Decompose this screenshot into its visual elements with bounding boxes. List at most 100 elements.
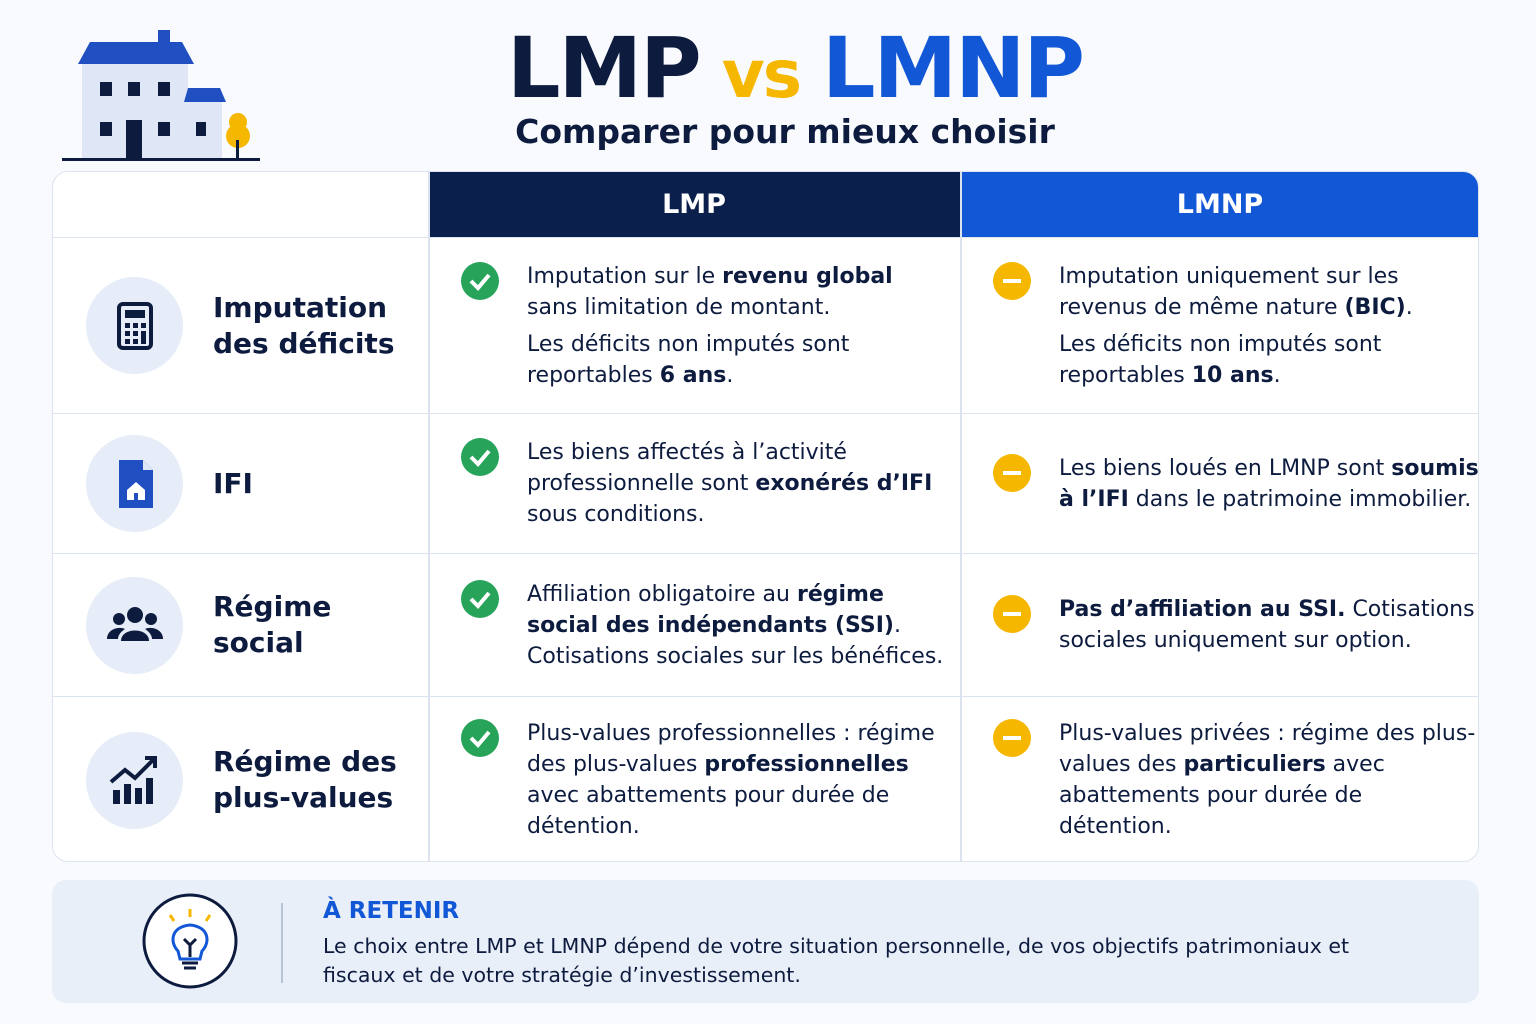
- row-label-line: social: [213, 626, 304, 659]
- row-label-line: Imputation: [213, 290, 388, 324]
- text-run: (BIC): [1344, 294, 1406, 320]
- row-label-line: plus-values: [213, 781, 394, 814]
- text-run: .: [1273, 362, 1281, 388]
- paragraph: Plus-values professionnelles : régime de…: [527, 718, 947, 842]
- text-run: Les biens loués en LMNP sont: [1059, 455, 1392, 481]
- text-run: avec abattements pour durée de détention…: [1059, 752, 1385, 839]
- text-run: Imputation uniquement sur les revenus de…: [1059, 263, 1399, 320]
- title-vs: vs: [721, 36, 802, 113]
- divider: [281, 903, 283, 983]
- text-run: exonérés d’IFI: [755, 471, 933, 496]
- paragraph: Pas d’affiliation au SSI. Cotisations so…: [1059, 594, 1478, 656]
- cell-content: Plus-values professionnelles : régime de…: [428, 718, 947, 842]
- row-icon: [86, 576, 183, 674]
- text-run: Cotisations sociales uniquement sur opti…: [1059, 597, 1475, 653]
- text-run: Les déficits non imputés sont reportable…: [1059, 331, 1382, 388]
- row-label: Imputation des déficits: [213, 290, 394, 362]
- table-cell: Imputation uniquement sur les revenus de…: [960, 238, 1478, 413]
- paragraph: Les déficits non imputés sont reportable…: [527, 329, 947, 391]
- text-run: professionnelles: [704, 752, 909, 777]
- column-header: LMNP: [960, 172, 1478, 237]
- text-run: sous conditions.: [527, 502, 705, 527]
- column-divider: [960, 172, 962, 861]
- status-icon: [460, 261, 500, 301]
- status-icon: [992, 718, 1032, 758]
- text-run: Plus-values privées : régime des plus-va…: [1059, 721, 1476, 777]
- row-icon: [86, 435, 183, 532]
- status-icon: [992, 453, 1032, 493]
- cell-content: Imputation uniquement sur les revenus de…: [960, 261, 1478, 391]
- row-label: Régime social: [213, 589, 331, 661]
- text-run: régime social des indépendants (SSI): [527, 581, 894, 638]
- cell-content: Plus-values privées : régime des plus-va…: [960, 718, 1478, 842]
- column-divider: [428, 172, 430, 861]
- cell-text: Les biens affectés à l’activité professi…: [527, 437, 947, 530]
- note-title: À RETENIR: [323, 898, 460, 924]
- status-icon: [460, 718, 500, 758]
- cell-content: Les biens affectés à l’activité professi…: [428, 437, 947, 530]
- row-header: IFI: [53, 414, 428, 553]
- text-run: 10 ans: [1191, 362, 1274, 388]
- paragraph: Plus-values privées : régime des plus-va…: [1059, 718, 1478, 842]
- bulb-icon: [142, 893, 238, 989]
- table-cell: Les biens affectés à l’activité professi…: [428, 414, 960, 553]
- paragraph: Les biens loués en LMNP sont soumis à l’…: [1059, 453, 1479, 515]
- table-row: Imputation des déficits Imputation sur le …: [53, 237, 1478, 413]
- cell-text: Pas d’affiliation au SSI. Cotisations so…: [1059, 594, 1478, 656]
- text-run: .: [1405, 294, 1413, 320]
- text-run: sans limitation de montant.: [527, 294, 831, 320]
- cell-content: Les biens loués en LMNP sont soumis à l’…: [960, 453, 1479, 515]
- table-cell: Les biens loués en LMNP sont soumis à l’…: [960, 414, 1479, 553]
- text-run: particuliers: [1183, 752, 1326, 777]
- text-run: Imputation sur le: [527, 263, 723, 289]
- paragraph: Imputation sur le revenu global sans lim…: [527, 261, 947, 323]
- row-label-line: Régime: [213, 590, 332, 623]
- row-header: Régime social: [53, 554, 428, 696]
- note-box: [52, 880, 1479, 1003]
- text-run: dans le patrimoine immobilier.: [1128, 486, 1472, 512]
- row-label-line: IFI: [213, 466, 253, 500]
- row-header: Régime des plus-values: [53, 697, 428, 861]
- text-run: soumis à l’IFI: [1059, 455, 1479, 512]
- table-row: Régime des plus-values Plus-values profess…: [53, 696, 1478, 861]
- cell-text: Plus-values professionnelles : régime de…: [527, 718, 947, 842]
- title: LMP vs LMNP: [0, 18, 1536, 125]
- cell-text: Plus-values privées : régime des plus-va…: [1059, 718, 1478, 842]
- status-icon: [460, 579, 500, 619]
- row-label-line: des déficits: [213, 326, 395, 360]
- text-run: . Cotisations sociales sur les bénéfices…: [527, 612, 944, 669]
- note-text: Le choix entre LMP et LMNP dépend de vot…: [323, 934, 1350, 987]
- cell-text: Les biens loués en LMNP sont soumis à l’…: [1059, 453, 1479, 515]
- status-icon: [992, 594, 1032, 634]
- house-illustration: [62, 30, 260, 161]
- cell-text: Affiliation obligatoire au régime social…: [527, 579, 947, 672]
- text-run: Affiliation obligatoire au: [527, 581, 797, 607]
- text-run: Les déficits non imputés sont reportable…: [527, 331, 850, 388]
- title-lmp: LMP: [507, 19, 702, 117]
- paragraph: Les biens affectés à l’activité professi…: [527, 437, 947, 530]
- paragraph: Les déficits non imputés sont reportable…: [1059, 329, 1478, 391]
- row-label: Régime des plus-values: [213, 744, 397, 816]
- subtitle: Comparer pour mieux choisir: [515, 112, 1055, 151]
- title-lmnp: LMNP: [822, 19, 1085, 117]
- row-label-line: Régime des: [213, 745, 397, 778]
- cell-text: Imputation sur le revenu global sans lim…: [527, 261, 947, 391]
- row-header: Imputation des déficits: [53, 238, 428, 413]
- text-run: 6 ans: [659, 362, 727, 388]
- table-row: IFI Les biens affectés à l’activité profe…: [53, 413, 1478, 553]
- cell-content: Imputation sur le revenu global sans lim…: [428, 261, 947, 391]
- text-run: revenu global: [722, 263, 893, 289]
- row-label: IFI: [213, 466, 253, 502]
- text-run: .: [726, 362, 734, 388]
- text-run: avec abattements pour durée de détention…: [527, 783, 890, 839]
- row-icon: [86, 731, 183, 829]
- text-run: Plus-values professionnelles : régime de…: [527, 721, 935, 777]
- cell-content: Affiliation obligatoire au régime social…: [428, 579, 947, 672]
- table-cell: Plus-values professionnelles : régime de…: [428, 697, 960, 861]
- cell-content: Pas d’affiliation au SSI. Cotisations so…: [960, 594, 1478, 656]
- paragraph: Imputation uniquement sur les revenus de…: [1059, 261, 1478, 323]
- table-cell: Pas d’affiliation au SSI. Cotisations so…: [960, 554, 1478, 696]
- column-header: LMP: [428, 172, 960, 237]
- table-cell: Imputation sur le revenu global sans lim…: [428, 238, 960, 413]
